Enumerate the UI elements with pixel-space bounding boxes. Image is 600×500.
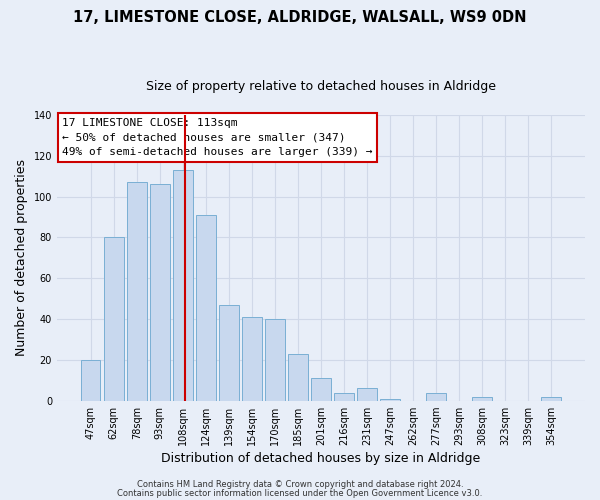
Bar <box>426 392 446 400</box>
Bar <box>219 305 239 400</box>
Bar <box>334 392 354 400</box>
Title: Size of property relative to detached houses in Aldridge: Size of property relative to detached ho… <box>146 80 496 93</box>
Bar <box>357 388 377 400</box>
Text: Contains public sector information licensed under the Open Government Licence v3: Contains public sector information licen… <box>118 488 482 498</box>
Bar <box>380 398 400 400</box>
Text: 17, LIMESTONE CLOSE, ALDRIDGE, WALSALL, WS9 0DN: 17, LIMESTONE CLOSE, ALDRIDGE, WALSALL, … <box>73 10 527 25</box>
Bar <box>173 170 193 400</box>
Bar <box>265 319 284 400</box>
Bar <box>150 184 170 400</box>
Bar <box>288 354 308 401</box>
Bar <box>541 396 561 400</box>
Bar <box>311 378 331 400</box>
X-axis label: Distribution of detached houses by size in Aldridge: Distribution of detached houses by size … <box>161 452 481 465</box>
Text: 17 LIMESTONE CLOSE: 113sqm
← 50% of detached houses are smaller (347)
49% of sem: 17 LIMESTONE CLOSE: 113sqm ← 50% of deta… <box>62 118 373 158</box>
Bar <box>196 215 215 400</box>
Y-axis label: Number of detached properties: Number of detached properties <box>15 160 28 356</box>
Text: Contains HM Land Registry data © Crown copyright and database right 2024.: Contains HM Land Registry data © Crown c… <box>137 480 463 489</box>
Bar <box>127 182 146 400</box>
Bar <box>242 317 262 400</box>
Bar <box>81 360 100 401</box>
Bar <box>104 238 124 400</box>
Bar <box>472 396 492 400</box>
